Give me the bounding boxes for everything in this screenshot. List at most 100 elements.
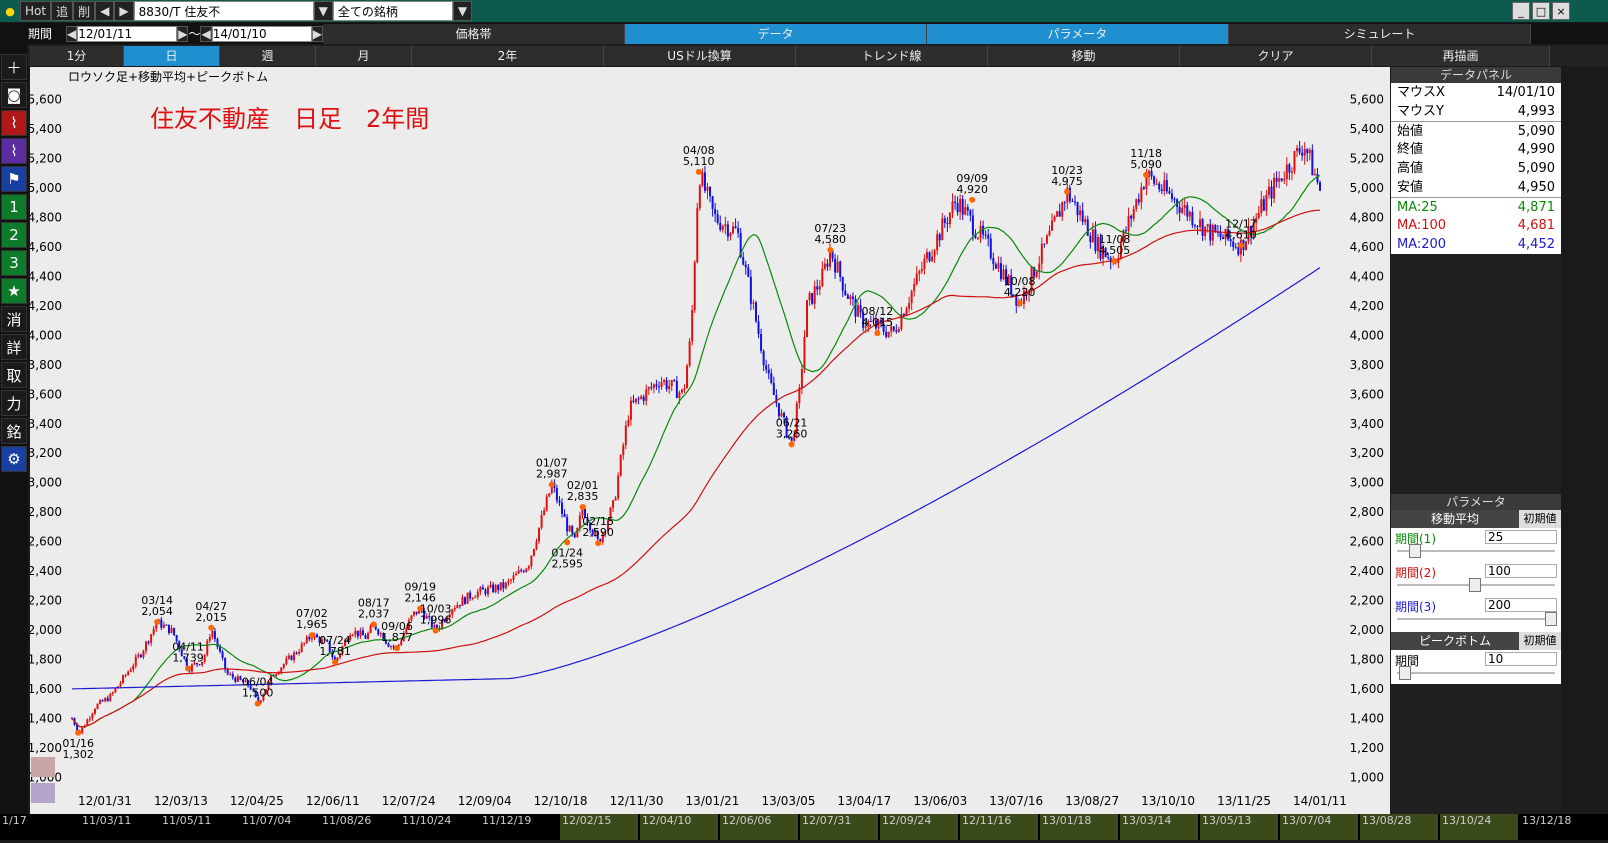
timeline-segment[interactable] — [80, 814, 158, 840]
pb-slider[interactable] — [1397, 672, 1555, 674]
timeline-segment[interactable] — [960, 814, 1038, 840]
timeline-segment[interactable] — [0, 814, 78, 840]
detail-button[interactable]: 詳 — [1, 334, 27, 360]
timeline-segment[interactable] — [720, 814, 798, 840]
tab-data[interactable]: データ — [624, 23, 927, 44]
timeline-segment[interactable] — [1280, 814, 1358, 840]
p2-slider-handle[interactable] — [1469, 578, 1481, 592]
timeline-date: 13/05/13 — [1202, 814, 1251, 827]
flag-icon[interactable]: ⚑ — [1, 166, 27, 192]
ma-reset-button[interactable]: 初期値 — [1519, 510, 1561, 528]
lightbulb-icon[interactable]: ● — [5, 4, 15, 18]
tab-clear[interactable]: クリア — [1180, 45, 1372, 66]
timeline-segment[interactable] — [1040, 814, 1118, 840]
list-select[interactable]: 全ての銘柄 — [332, 1, 453, 21]
add-button[interactable]: 追 — [51, 1, 74, 21]
timeline-segment[interactable] — [480, 814, 558, 840]
star-icon[interactable]: ★ — [1, 278, 27, 304]
timeline-segment[interactable] — [560, 814, 638, 840]
minimize-button[interactable]: _ — [1512, 2, 1530, 20]
candle-body — [497, 585, 500, 591]
date-from-input[interactable]: 12/01/11 — [77, 25, 178, 42]
from-next-button[interactable]: ▶ — [177, 25, 189, 42]
delete-button[interactable]: 削 — [73, 1, 96, 21]
tab-parameters[interactable]: パラメータ — [926, 23, 1229, 44]
plus-icon[interactable]: ＋ — [1, 54, 27, 80]
timeline-segment[interactable] — [320, 814, 398, 840]
peak-bottom-dot — [332, 659, 339, 666]
annotation-date: 07/02 — [296, 607, 328, 620]
p3-slider-handle[interactable] — [1545, 612, 1557, 626]
ma25-label: MA:25 — [1397, 200, 1438, 215]
tab-weekly[interactable]: 週 — [220, 45, 316, 66]
p3-input[interactable]: 200 — [1485, 598, 1557, 612]
tab-usd[interactable]: USドル換算 — [604, 45, 796, 66]
tab-1min[interactable]: 1分 — [30, 45, 124, 66]
pb-input[interactable]: 10 — [1485, 652, 1557, 666]
timeline-segment[interactable] — [1200, 814, 1278, 840]
power-button[interactable]: 力 — [1, 390, 27, 416]
date-to-input[interactable]: 14/01/10 — [211, 25, 312, 42]
maximize-button[interactable]: □ — [1532, 2, 1550, 20]
tab-move[interactable]: 移動 — [988, 45, 1180, 66]
tab-redraw[interactable]: 再描画 — [1372, 45, 1550, 66]
candle-body — [474, 596, 477, 598]
camera-icon[interactable]: ◙ — [1, 82, 27, 108]
preset-1-button[interactable]: 1 — [1, 194, 27, 220]
pb-reset-button[interactable]: 初期値 — [1519, 632, 1561, 650]
tab-trendline[interactable]: トレンド線 — [796, 45, 988, 66]
timeline-segment[interactable] — [400, 814, 478, 840]
p1-slider[interactable] — [1397, 550, 1555, 552]
chart-red-icon[interactable]: ⌇ — [1, 110, 27, 136]
timeline-segment[interactable] — [1360, 814, 1438, 840]
tab-simulate[interactable]: シミュレート — [1228, 23, 1531, 44]
to-prev-button[interactable]: ◀ — [200, 25, 212, 42]
chart-mini-icon-2[interactable] — [31, 783, 55, 803]
timeline-footer[interactable]: 1/17 11/03/11 11/05/11 11/07/04 11/08/26 11/1… — [0, 814, 1608, 840]
p1-input[interactable]: 25 — [1485, 530, 1557, 544]
candle-body — [961, 198, 964, 215]
tab-2year[interactable]: 2年 — [412, 45, 604, 66]
symbol-input[interactable]: 8830/T 住友不 — [133, 1, 314, 21]
timeline-segment[interactable] — [800, 814, 878, 840]
chart-canvas[interactable]: 5,600 5,600 5,400 5,400 5,200 5,200 5,000 5,000… — [30, 67, 1390, 814]
candle-body — [1076, 201, 1079, 216]
candle-body — [864, 326, 867, 328]
chart-mini-icon[interactable] — [31, 757, 55, 777]
chart-purple-icon[interactable]: ⌇ — [1, 138, 27, 164]
settings-icon[interactable]: ⚙ — [1, 446, 27, 472]
p3-slider[interactable] — [1397, 618, 1555, 620]
candle-body — [254, 690, 257, 697]
timeline-segment[interactable] — [1120, 814, 1198, 840]
brand-button[interactable]: 銘 — [1, 418, 27, 444]
preset-3-button[interactable]: 3 — [1, 250, 27, 276]
timeline-segment[interactable] — [880, 814, 958, 840]
tab-monthly[interactable]: 月 — [316, 45, 412, 66]
timeline-segment[interactable] — [240, 814, 318, 840]
candle-body — [165, 624, 168, 626]
timeline-segment[interactable] — [1520, 814, 1598, 840]
tab-price-band[interactable]: 価格帯 — [322, 23, 625, 44]
close-button[interactable]: × — [1552, 2, 1570, 20]
chart-area[interactable]: ロウソク足+移動平均+ピークボトム 住友不動産 日足 2年間 5,600 5,60… — [30, 67, 1390, 814]
timeline-segment[interactable] — [640, 814, 718, 840]
tab-daily[interactable]: 日 — [124, 45, 220, 66]
take-button[interactable]: 取 — [1, 362, 27, 388]
pb-label: ピークボトム — [1418, 634, 1491, 648]
prev-symbol-button[interactable]: ◀ — [95, 1, 115, 21]
timeline-segment[interactable] — [160, 814, 238, 840]
peak-bottom-dot — [254, 700, 261, 707]
hot-button[interactable]: Hot — [20, 1, 52, 21]
erase-button[interactable]: 消 — [1, 306, 27, 332]
timeline-segment[interactable] — [1440, 814, 1518, 840]
next-symbol-button[interactable]: ▶ — [114, 1, 134, 21]
p1-slider-handle[interactable] — [1409, 544, 1421, 558]
preset-2-button[interactable]: 2 — [1, 222, 27, 248]
list-dropdown-icon[interactable]: ▼ — [452, 1, 473, 21]
symbol-dropdown-icon[interactable]: ▼ — [313, 1, 333, 21]
to-next-button[interactable]: ▶ — [311, 25, 323, 42]
candle-body — [119, 682, 122, 687]
pb-slider-handle[interactable] — [1399, 666, 1411, 680]
p2-input[interactable]: 100 — [1485, 564, 1557, 578]
from-prev-button[interactable]: ◀ — [66, 25, 78, 42]
